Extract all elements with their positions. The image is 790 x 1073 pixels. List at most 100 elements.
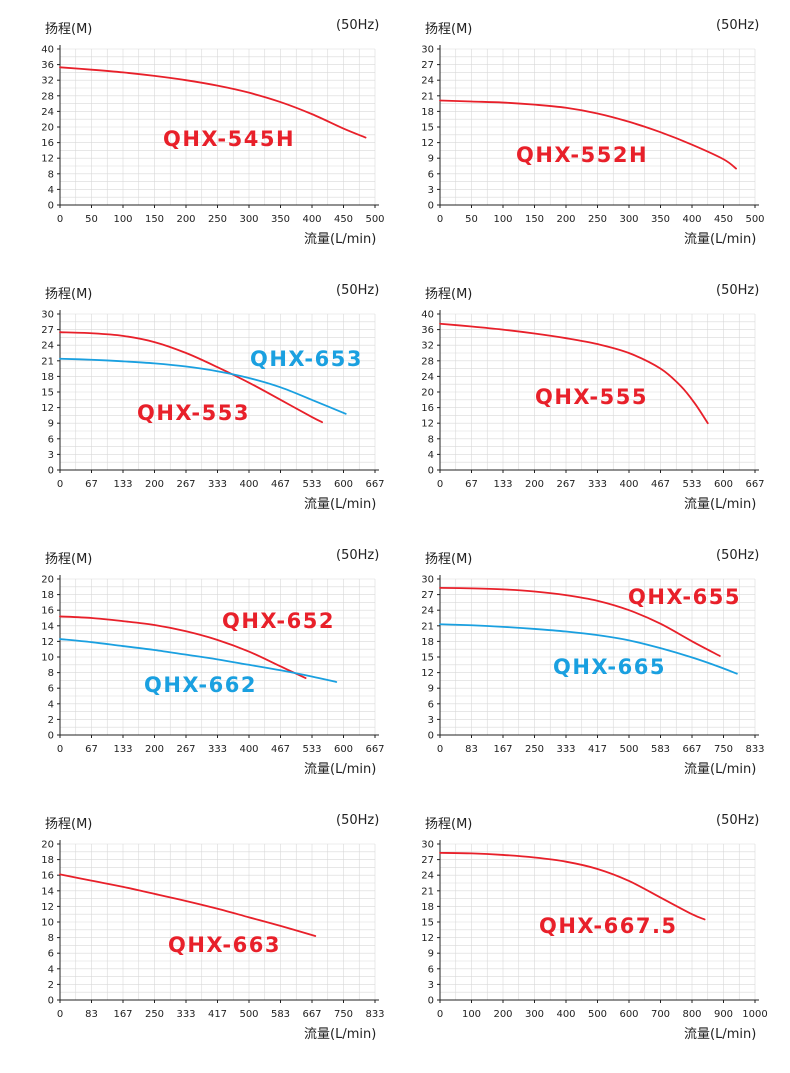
y-tick-label: 6 [428, 699, 434, 710]
y-tick-label: 8 [48, 668, 54, 679]
y-tick-label: 16 [421, 403, 434, 414]
y-tick-label: 2 [48, 715, 54, 726]
chart-plot: 0 50 100 150 200 250 300 350 400 450 500 0 4 8 12 16 20 2… [41, 45, 384, 226]
y-tick-label: 20 [41, 840, 54, 851]
series-line-qhx-545h [59, 66, 367, 139]
x-tick-label: 0 [437, 744, 443, 755]
x-tick-label: 0 [57, 1009, 63, 1020]
y-tick-label: 9 [428, 949, 434, 960]
x-tick-label: 133 [113, 479, 132, 490]
y-tick-label: 24 [421, 606, 434, 617]
y-tick-label: 4 [48, 185, 54, 196]
y-tick-label: 24 [421, 871, 434, 882]
x-tick-label: 50 [465, 214, 478, 225]
x-tick-label: 400 [239, 744, 258, 755]
x-tick-label: 200 [145, 744, 164, 755]
y-axis-label: 扬程(M) [425, 817, 473, 832]
y-tick-label: 6 [48, 684, 54, 695]
x-tick-label: 500 [619, 744, 638, 755]
x-tick-label: 100 [113, 214, 132, 225]
y-tick-label: 12 [421, 668, 434, 679]
chart-qhx-663: 0 83 167 250 333 417 500 583 667 750 833 0 2 4 6 8 10 12 1… [0, 795, 395, 1060]
y-tick-label: 0 [48, 466, 54, 477]
x-tick-label: 83 [465, 744, 478, 755]
y-tick-label: 12 [41, 154, 54, 165]
x-axis-label: 流量(L/min) [304, 1027, 377, 1042]
x-tick-label: 533 [302, 744, 321, 755]
y-tick-label: 0 [48, 996, 54, 1007]
series-line-qhx-655 [439, 586, 721, 657]
y-tick-label: 27 [421, 855, 434, 866]
series-line-qhx-663 [59, 873, 317, 937]
y-tick-label: 3 [428, 185, 434, 196]
x-axis-label: 流量(L/min) [684, 1027, 757, 1042]
series-label-qhx-552h: QHX-552H [516, 143, 648, 167]
x-axis-label: 流量(L/min) [684, 232, 757, 247]
y-tick-label: 0 [428, 466, 434, 477]
y-tick-label: 10 [41, 653, 54, 664]
frequency-label: (50Hz) [336, 548, 380, 563]
y-tick-label: 3 [428, 980, 434, 991]
chart-qhx-667-5: 0 100 200 300 400 500 600 700 800 900 1000 0 3 6 9 12 15… [380, 795, 775, 1060]
y-tick-label: 28 [421, 356, 434, 367]
chart-plot: 0 83 167 250 333 417 500 583 667 750 833 0 3 6 9 12 15 18… [421, 575, 764, 756]
x-tick-label: 200 [556, 214, 575, 225]
series-label-qhx-663: QHX-663 [168, 933, 281, 957]
x-tick-label: 450 [714, 214, 733, 225]
x-axis-label: 流量(L/min) [684, 497, 757, 512]
y-tick-label: 30 [41, 310, 54, 321]
chart-plot: 0 67 133 200 267 333 400 467 533 600 667 0 3 6 9 12 15 18… [41, 310, 384, 491]
y-tick-label: 12 [421, 933, 434, 944]
series-label-qhx-655: QHX-655 [628, 585, 741, 609]
y-tick-label: 6 [428, 169, 434, 180]
x-axis-label: 流量(L/min) [684, 762, 757, 777]
y-tick-label: 18 [41, 590, 54, 601]
y-tick-label: 15 [421, 123, 434, 134]
y-tick-label: 6 [48, 434, 54, 445]
chart-qhx-555: 0 67 133 200 267 333 400 467 533 600 667 0 4 8 12 16 20 2… [380, 265, 775, 530]
y-tick-label: 3 [428, 715, 434, 726]
y-tick-label: 20 [41, 575, 54, 586]
y-tick-label: 0 [48, 731, 54, 742]
series-line-qhx-652 [59, 615, 307, 679]
x-tick-label: 67 [85, 744, 98, 755]
x-tick-label: 583 [651, 744, 670, 755]
y-tick-label: 4 [428, 450, 434, 461]
y-tick-label: 30 [421, 575, 434, 586]
x-tick-label: 1000 [742, 1009, 767, 1020]
x-tick-label: 833 [745, 744, 764, 755]
x-tick-label: 667 [365, 744, 384, 755]
x-tick-label: 333 [208, 744, 227, 755]
series-line-qhx-553 [59, 331, 324, 424]
x-tick-label: 167 [493, 744, 512, 755]
series-label-qhx-665: QHX-665 [553, 655, 666, 679]
x-tick-label: 133 [113, 744, 132, 755]
x-tick-label: 450 [334, 214, 353, 225]
series-line-qhx-555 [439, 322, 709, 425]
x-tick-label: 100 [493, 214, 512, 225]
x-tick-label: 750 [714, 744, 733, 755]
y-tick-label: 12 [41, 902, 54, 913]
y-tick-label: 32 [421, 341, 434, 352]
chart-plot: 0 50 100 150 200 250 300 350 400 450 500 0 3 6 9 12 15 18… [421, 45, 764, 226]
y-tick-label: 24 [41, 107, 54, 118]
y-tick-label: 20 [41, 123, 54, 134]
chart-plot: 0 100 200 300 400 500 600 700 800 900 1000 0 3 6 9 12 15… [421, 840, 767, 1021]
x-tick-label: 300 [525, 1009, 544, 1020]
frequency-label: (50Hz) [336, 813, 380, 828]
x-tick-label: 500 [239, 1009, 258, 1020]
x-tick-label: 67 [465, 479, 478, 490]
y-tick-label: 0 [48, 201, 54, 212]
series-line-qhx-665 [439, 623, 738, 675]
y-tick-label: 21 [421, 886, 434, 897]
series-label-qhx-553: QHX-553 [137, 401, 250, 425]
y-tick-label: 12 [41, 637, 54, 648]
y-tick-label: 8 [48, 169, 54, 180]
x-tick-label: 267 [176, 744, 195, 755]
y-tick-label: 0 [428, 996, 434, 1007]
x-tick-label: 133 [493, 479, 512, 490]
x-tick-label: 333 [208, 479, 227, 490]
x-tick-label: 200 [145, 479, 164, 490]
y-axis-label: 扬程(M) [45, 22, 93, 37]
y-tick-label: 24 [421, 76, 434, 87]
